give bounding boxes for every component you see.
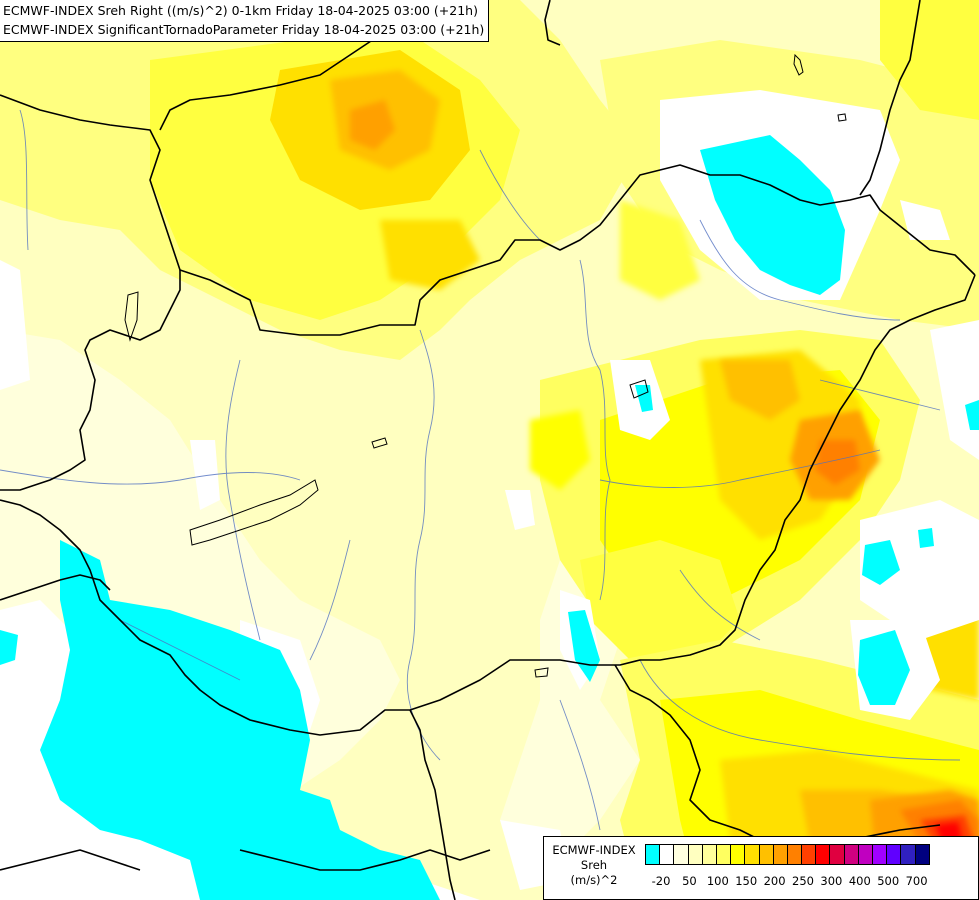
legend-swatch: [801, 844, 817, 865]
legend-swatch: [701, 844, 717, 865]
legend-swatch: [829, 844, 845, 865]
legend-tick-labels: -20 50 100 150 200 250 300 400 500 700: [644, 874, 974, 890]
legend-swatch: [872, 844, 888, 865]
legend-swatch: [687, 844, 703, 865]
legend-swatches: [645, 844, 930, 865]
legend-tick-label: 200: [763, 874, 786, 888]
legend-swatch: [886, 844, 902, 865]
legend-swatch: [786, 844, 803, 865]
legend-tick-label: -20: [651, 874, 671, 888]
legend-tick-label: 250: [792, 874, 814, 888]
lakes: [124, 53, 847, 678]
legend-tick-label: 150: [735, 874, 758, 888]
legend-tick-label: 50: [682, 874, 697, 888]
legend-swatch: [815, 844, 831, 865]
legend-tick-label: 400: [848, 874, 871, 888]
legend-tick-label: 300: [820, 874, 843, 888]
legend-unit: (m/s)^2: [570, 873, 618, 887]
legend-swatch: [715, 844, 732, 865]
color-legend: ECMWF-INDEX Sreh (m/s)^2 -20 50 100 150 200 2…: [543, 836, 979, 900]
legend-swatch: [673, 844, 689, 865]
legend-swatch: [730, 844, 746, 865]
legend-swatch: [843, 844, 859, 865]
legend-tick-label: 700: [905, 874, 928, 888]
map-title-box: ECMWF-INDEX Sreh Right ((m/s)^2) 0-1km F…: [0, 0, 490, 42]
legend-swatch: [857, 844, 873, 865]
legend-swatch: [758, 844, 774, 865]
legend-variable: Sreh: [580, 858, 608, 872]
legend-swatch: [744, 844, 760, 865]
legend-tick-label: 500: [877, 874, 900, 888]
legend-tick-label: 100: [706, 874, 729, 888]
legend-source: ECMWF-INDEX: [552, 843, 636, 857]
legend-label: ECMWF-INDEX Sreh (m/s)^2: [546, 843, 642, 888]
legend-swatch: [914, 844, 930, 865]
title-line-stp: ECMWF-INDEX SignificantTornadoParameter …: [3, 22, 485, 37]
legend-swatch: [659, 844, 675, 865]
legend-swatch: [772, 844, 788, 865]
legend-swatch: [900, 844, 916, 865]
rivers: [0, 109, 961, 831]
title-line-sreh: ECMWF-INDEX Sreh Right ((m/s)^2) 0-1km F…: [3, 3, 478, 18]
legend-swatch: [645, 844, 661, 865]
